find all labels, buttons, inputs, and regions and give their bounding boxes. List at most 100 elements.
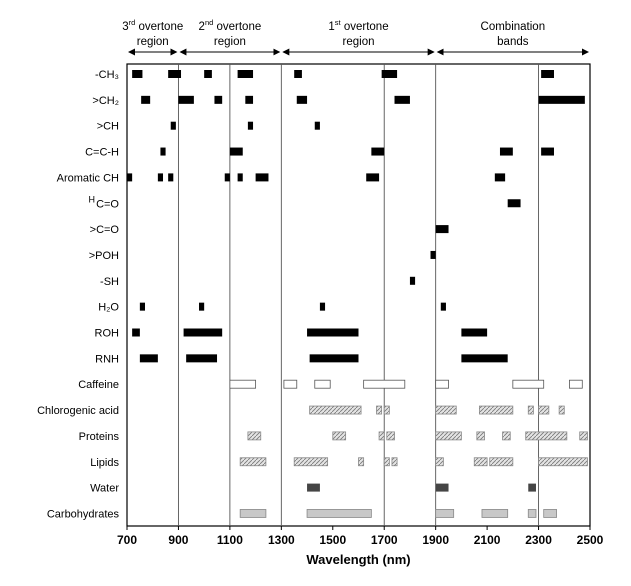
row-label: Aromatic CH [57, 172, 119, 184]
band-bar [247, 121, 254, 130]
band-bar [512, 379, 545, 389]
band-bar [139, 302, 146, 311]
band-bar [170, 121, 176, 130]
band-bar [157, 173, 164, 182]
row-label: C=O [96, 198, 119, 210]
band-bar [376, 405, 383, 415]
band-bar [296, 95, 308, 104]
band-bar [538, 95, 585, 104]
band-bar [168, 173, 174, 182]
band-bar [538, 457, 588, 467]
band-bar [294, 70, 302, 78]
row-label: >C=O [90, 224, 120, 236]
x-tick-label: 2100 [474, 533, 501, 547]
band-bar [409, 276, 416, 285]
x-tick-label: 2500 [577, 533, 604, 547]
band-bar [307, 483, 320, 492]
band-bar [481, 509, 509, 518]
row-label: >POH [89, 250, 119, 262]
band-bar [435, 225, 449, 234]
row-label: Proteins [79, 431, 120, 443]
band-bar [527, 509, 537, 518]
band-bar [435, 509, 455, 518]
region-label-line1: 3rd overtone [122, 18, 183, 33]
band-bar [314, 379, 331, 389]
band-bar [307, 328, 359, 337]
band-bar [132, 328, 140, 337]
band-bar [528, 483, 536, 492]
row-label: >CH₂ [92, 95, 119, 107]
row-label: Water [90, 483, 119, 495]
row-label: Caffeine [78, 379, 119, 391]
region-ordinal: 2 [199, 21, 205, 33]
x-tick-label: 900 [168, 533, 188, 547]
band-bar [255, 173, 269, 182]
band-bar [435, 431, 462, 441]
x-tick-label: 1100 [217, 533, 243, 547]
region-label-line2: region [137, 36, 169, 48]
band-bar [363, 379, 406, 389]
band-bar [314, 121, 320, 130]
band-bar [489, 457, 514, 467]
row-label: ROH [95, 328, 120, 340]
region-ordinal-suffix: st [335, 18, 342, 27]
band-bar [381, 70, 398, 78]
band-bar [473, 457, 488, 467]
band-bar [476, 431, 485, 441]
band-bar [507, 199, 521, 208]
band-bar [309, 405, 362, 415]
region-ordinal-suffix: nd [205, 18, 213, 27]
row-label: -CH₃ [95, 69, 119, 81]
band-bar [541, 70, 554, 78]
band-bar [541, 147, 554, 156]
row-label: C=C-H [85, 147, 119, 159]
band-bar [247, 431, 262, 441]
band-bar [386, 431, 395, 441]
region-label-line2: bands [497, 36, 529, 48]
band-bar [494, 173, 506, 182]
x-tick-label: 1700 [371, 533, 398, 547]
band-bar [283, 379, 298, 389]
band-bar [245, 95, 254, 104]
x-tick-label: 700 [117, 533, 137, 547]
row-label: H₂O [98, 302, 119, 314]
band-bar [435, 379, 449, 389]
band-bar [569, 379, 583, 389]
row-label: Chlorogenic acid [37, 405, 119, 417]
band-bar [199, 302, 205, 311]
row-label: Carbohydrates [47, 508, 120, 520]
band-bar [527, 405, 534, 415]
band-bar [499, 147, 513, 156]
band-bar [440, 302, 446, 311]
band-bar [371, 147, 385, 156]
band-bar [293, 457, 329, 467]
band-bar [229, 147, 243, 156]
band-bar [139, 354, 158, 363]
band-bar [579, 431, 588, 441]
band-bar [186, 354, 218, 363]
region-label-line1: 1st overtone [328, 18, 388, 33]
band-bar [168, 70, 182, 78]
band-bar [378, 431, 385, 441]
band-bar [183, 328, 223, 337]
region-label-line1: Combination [481, 21, 546, 33]
band-bar [366, 173, 380, 182]
band-bar [239, 457, 267, 467]
band-bar [391, 457, 398, 467]
region-ordinal: 1 [328, 21, 334, 33]
x-axis-label: Wavelength (nm) [306, 552, 410, 567]
x-tick-label: 1300 [268, 533, 295, 547]
region-name: overtone [135, 21, 183, 33]
band-bar [502, 431, 511, 441]
row-label: RNH [95, 353, 119, 365]
band-bar [319, 302, 326, 311]
band-bar [214, 95, 223, 104]
row-label: -SH [100, 276, 119, 288]
region-label-line2: region [343, 36, 375, 48]
band-bar [358, 457, 365, 467]
band-bar [229, 379, 257, 389]
region-ordinal-suffix: rd [129, 18, 136, 27]
x-tick-label: 1900 [422, 533, 449, 547]
band-bar [309, 354, 359, 363]
